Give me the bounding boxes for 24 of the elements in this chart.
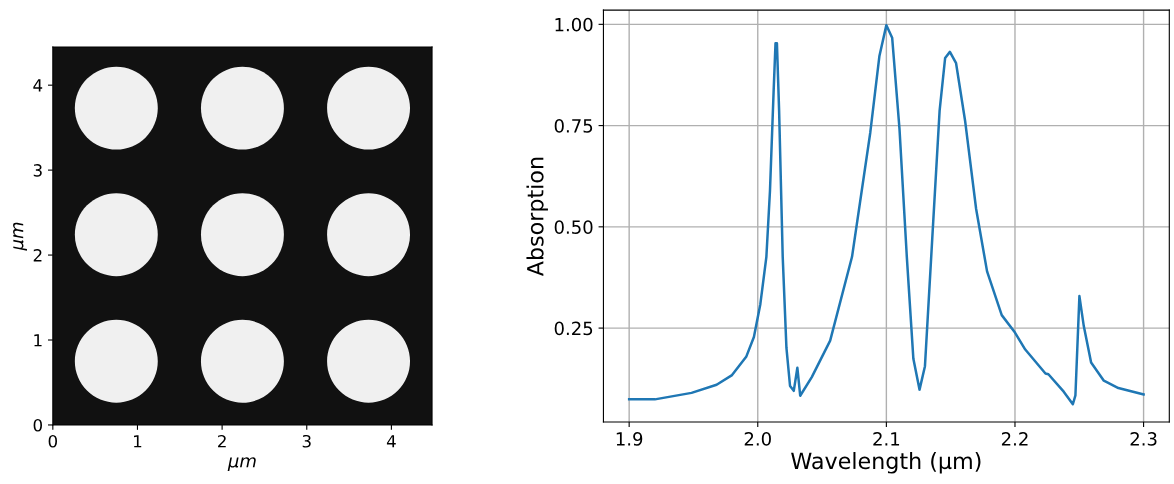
y-tick-label: 0.25 [554, 321, 593, 336]
x-tick-label: 0 [48, 434, 58, 448]
x-tick-label: 2.1 [873, 432, 900, 446]
x-tick-label: 1 [134, 435, 142, 448]
y-tick-label: 1 [34, 334, 42, 347]
x-tick-label: 3 [302, 434, 311, 448]
y-tick-label: 0 [33, 418, 42, 432]
x-axis-title: Wavelength (μm) [791, 452, 981, 474]
y-tick-label: 1.00 [555, 17, 593, 32]
y-tick-label: 0.50 [554, 220, 593, 234]
y-tick-label: 3 [33, 164, 42, 177]
x-tick-label: 2 [218, 434, 226, 448]
y-tick-label: 2 [33, 249, 42, 262]
line-series [627, 23, 1145, 406]
x-tick-label: 1.9 [616, 432, 643, 446]
y-axis-title: μm [13, 222, 27, 251]
y-axis-title: Absorption [526, 157, 548, 277]
x-tick-label: 4 [386, 435, 396, 448]
y-tick-label: 0.75 [554, 119, 593, 133]
x-tick-label: 2.3 [1130, 432, 1157, 446]
x-tick-label: 2.2 [1001, 432, 1028, 446]
y-tick-label: 4 [33, 79, 43, 92]
x-axis-title: μm [227, 457, 256, 472]
x-tick-label: 2.0 [744, 432, 771, 446]
